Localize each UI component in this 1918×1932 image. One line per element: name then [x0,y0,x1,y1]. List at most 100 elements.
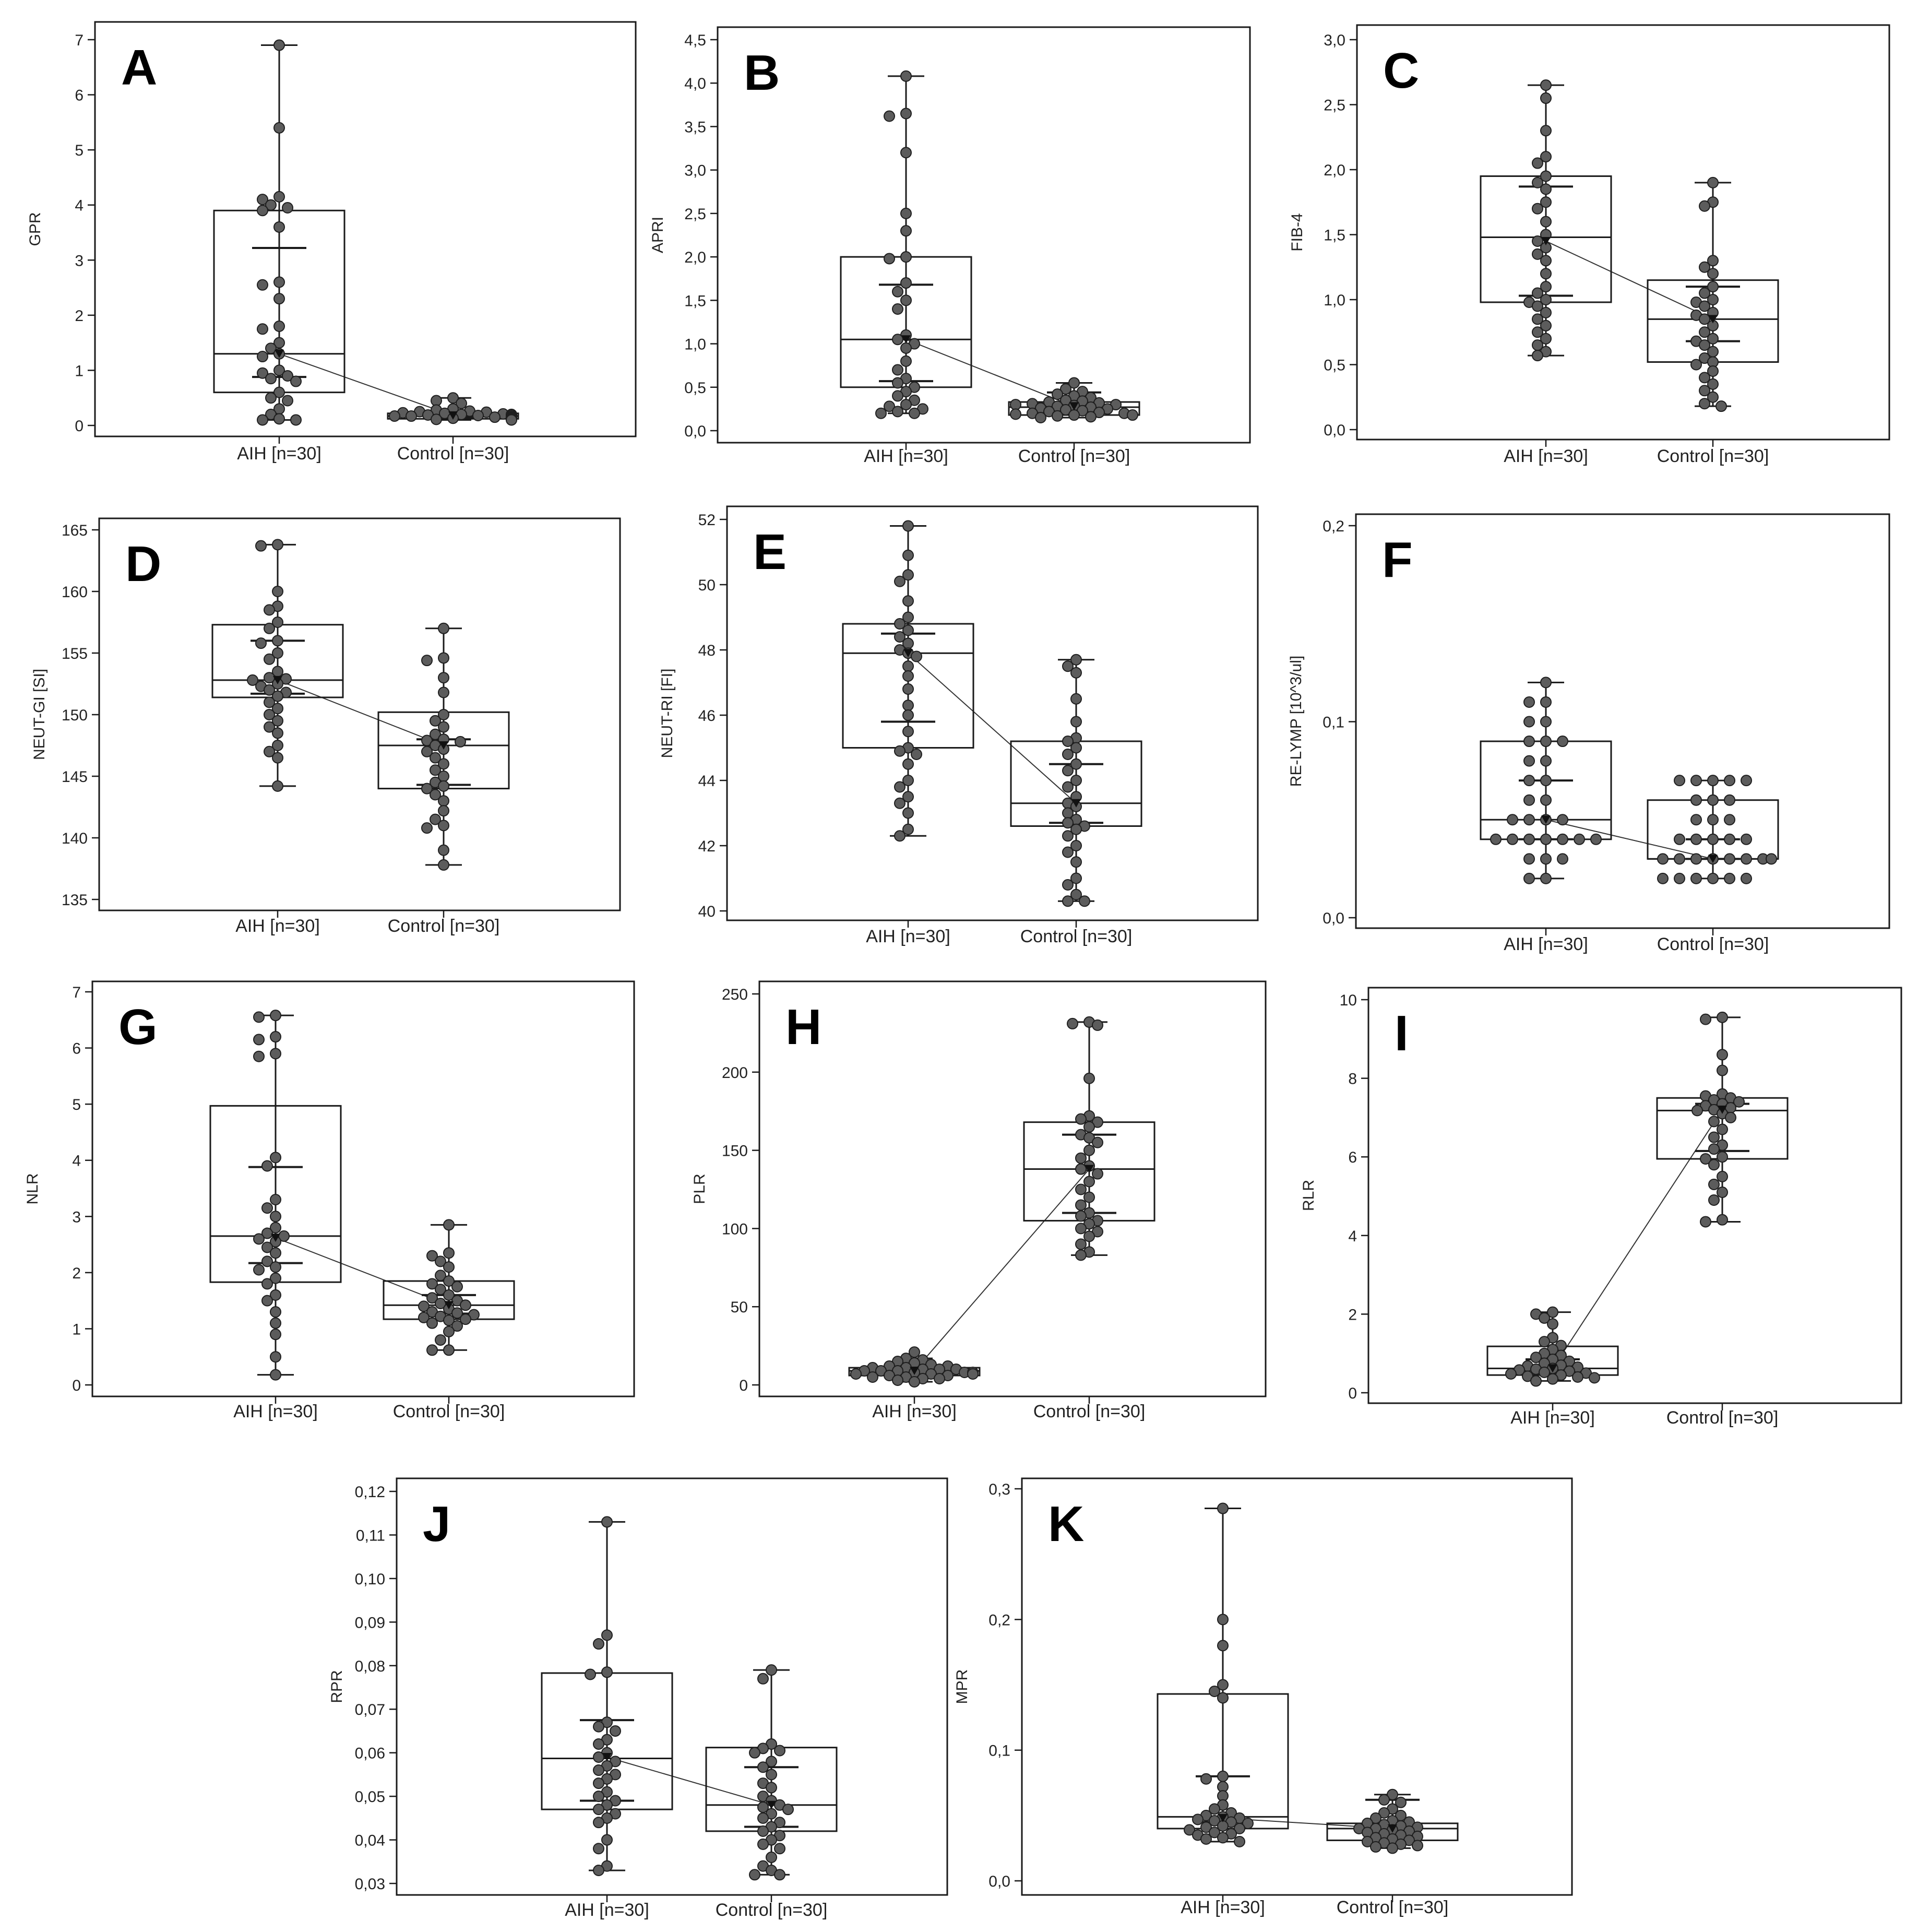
data-point [257,194,268,206]
data-point [593,1721,604,1733]
data-point [270,1222,281,1234]
y-tick-label: 4 [75,197,84,215]
data-point [443,1275,455,1287]
data-point [1741,833,1752,845]
data-point [1724,794,1735,806]
data-point [1741,775,1752,787]
mean-connector-line [606,1757,772,1806]
mean-connector-line [906,339,1075,407]
data-point [1540,151,1552,163]
chart-panel-e: E 40 42 44 46 48 50 52 NEUT-RI [FI] AIH [n=30] Con… [659,505,1259,946]
y-tick-label: 0,3 [988,1481,1010,1498]
data-point [1062,817,1074,829]
data-point [270,1317,281,1329]
data-point [272,586,283,597]
data-point [272,740,283,751]
mean-marker [1388,1824,1397,1833]
data-point [1724,775,1735,787]
plot-frame [1021,1477,1573,1896]
y-tick-label: 1 [72,1321,81,1338]
data-point [900,70,912,82]
data-point [900,207,912,219]
data-point [1699,398,1710,410]
data-point [1075,1183,1087,1195]
data-point [902,660,914,672]
data-point [850,1368,862,1380]
y-tick-label: 0,1 [1323,714,1344,731]
x-tick-label: AIH [n=30] [872,1402,957,1421]
data-point [264,604,275,616]
box-group [1008,377,1140,424]
data-point [1700,1153,1711,1165]
data-point [1707,268,1719,280]
data-point [389,410,400,422]
data-point [1209,1803,1220,1815]
data-point [1700,1013,1711,1025]
data-point [902,549,914,561]
data-point [1716,400,1727,412]
y-tick-label: 4 [1348,1228,1357,1245]
data-point [435,1334,446,1346]
x-tick-label: Control [n=30] [1666,1408,1779,1428]
data-point [273,364,285,376]
data-point [1766,853,1777,865]
iqr-box [840,256,972,388]
data-point [1674,833,1685,845]
data-point [1532,157,1543,169]
y-tick-label: 3 [72,1208,81,1226]
mean-marker [1708,855,1718,863]
data-point [1707,391,1719,403]
y-tick-label: 10 [1340,992,1357,1009]
data-point [934,1373,945,1385]
chart-panel-i: I 0 2 4 6 8 10 RLR AIH [n=30] Control [n=30] [1300,987,1902,1428]
box-group [1656,1011,1789,1228]
y-tick-label: 200 [722,1064,748,1082]
data-point [1532,326,1543,338]
data-point [1062,781,1074,793]
data-point [253,1050,265,1062]
data-point [900,355,912,367]
y-axis-title: RLR [1300,1180,1317,1211]
data-point [431,413,442,425]
data-point [270,1010,281,1022]
data-point [894,781,906,793]
mean-connector-line [279,353,454,416]
data-point [1209,1827,1220,1839]
data-point [902,726,914,738]
data-point [1209,1686,1220,1698]
data-point [261,1255,273,1267]
data-point [438,686,449,698]
x-tick-label: Control [n=30] [1657,934,1769,954]
data-point [1707,378,1719,390]
data-point [1200,1821,1212,1833]
data-point [1540,872,1552,884]
data-point [1674,775,1685,787]
data-point [1217,1502,1229,1514]
data-point [1557,833,1568,845]
data-point [1052,388,1063,400]
y-tick-label: 0,04 [355,1832,385,1850]
y-tick-label: 145 [62,768,88,786]
data-point [902,775,914,786]
data-point [900,251,912,263]
y-tick-label: 0,5 [1324,357,1345,374]
data-point [1070,856,1082,868]
data-point [1674,872,1685,884]
data-point [1717,1011,1728,1023]
y-tick-label: 0,07 [355,1701,385,1718]
data-point [593,1804,604,1816]
data-point [282,202,293,214]
data-point [1707,281,1719,293]
data-point [272,715,283,727]
mean-marker [901,335,911,344]
mean-marker [1708,315,1718,324]
data-point [261,1202,273,1214]
data-point [884,400,895,412]
data-point [460,1299,471,1311]
data-point [421,783,433,795]
mean-connector-line [908,653,1077,804]
data-point [900,399,912,411]
y-tick-label: 1,5 [684,292,706,310]
data-point [1717,1049,1728,1061]
data-point [273,221,285,233]
